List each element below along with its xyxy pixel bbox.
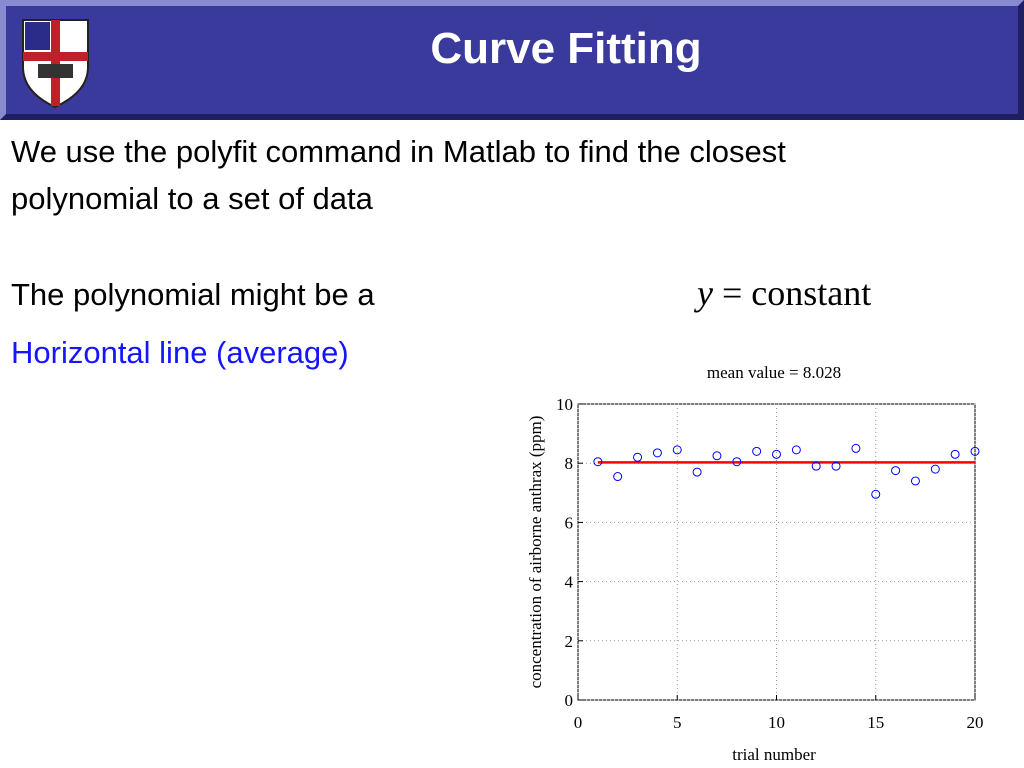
data-point — [910, 476, 920, 486]
data-point — [930, 464, 940, 474]
data-point — [811, 461, 821, 471]
data-point — [831, 461, 841, 471]
data-point — [712, 451, 722, 461]
x-tick-label: 5 — [673, 713, 682, 732]
y-tick-label: 6 — [565, 513, 574, 532]
data-point — [732, 457, 742, 467]
data-point — [593, 457, 603, 467]
data-point — [613, 472, 623, 482]
x-tick-label: 10 — [768, 713, 785, 732]
data-point — [851, 443, 861, 453]
data-point — [871, 489, 881, 499]
data-point — [652, 448, 662, 458]
eq-op: = — [721, 273, 743, 313]
slide-title: Curve Fitting — [430, 24, 702, 73]
highlight-text: Horizontal line (average) — [11, 335, 349, 370]
data-point — [791, 445, 801, 455]
x-tick-label: 20 — [967, 713, 984, 732]
y-tick-label: 8 — [565, 454, 574, 473]
equation: y = constant — [697, 272, 871, 314]
data-point — [891, 466, 901, 476]
intro-line: polynomial to a set of data — [11, 181, 373, 216]
data-point — [950, 449, 960, 459]
y-tick-label: 10 — [556, 395, 573, 414]
data-point — [752, 446, 762, 456]
chart-title: mean value = 8.028 — [707, 363, 841, 382]
data-point — [692, 467, 702, 477]
lead-text: The polynomial might be a — [11, 277, 375, 312]
x-axis-label: trial number — [732, 745, 816, 764]
data-point — [672, 445, 682, 455]
eq-rest: constant — [751, 273, 872, 313]
x-tick-label: 15 — [867, 713, 884, 732]
y-tick-label: 2 — [565, 632, 574, 651]
eq-var: y — [697, 273, 713, 313]
data-point — [633, 452, 643, 462]
y-axis-label: concentration of airborne anthrax (ppm) — [526, 416, 545, 689]
intro-line: We use the polyfit command in Matlab to … — [11, 134, 786, 169]
header-bar: Curve Fitting — [0, 0, 1024, 120]
x-tick-label: 0 — [574, 713, 583, 732]
y-tick-label: 4 — [565, 573, 574, 592]
logo — [22, 19, 89, 109]
data-point — [970, 446, 980, 456]
y-tick-label: 0 — [565, 691, 574, 710]
data-point — [772, 449, 781, 459]
